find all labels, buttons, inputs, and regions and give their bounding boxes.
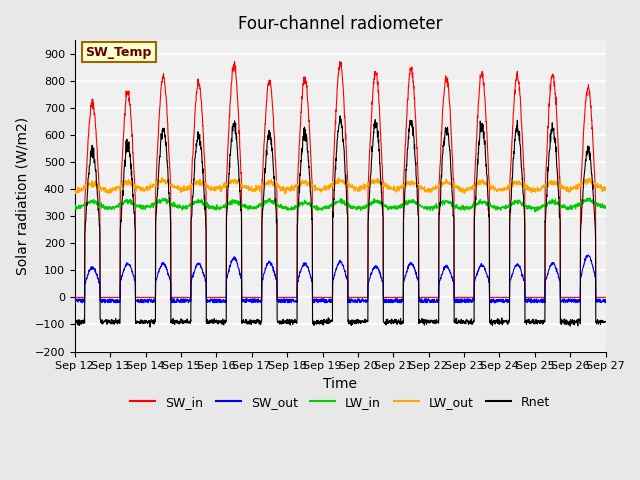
Y-axis label: Solar radiation (W/m2): Solar radiation (W/m2) <box>15 117 29 275</box>
X-axis label: Time: Time <box>323 377 357 391</box>
Legend: SW_in, SW_out, LW_in, LW_out, Rnet: SW_in, SW_out, LW_in, LW_out, Rnet <box>125 391 556 414</box>
Title: Four-channel radiometer: Four-channel radiometer <box>238 15 442 33</box>
Text: SW_Temp: SW_Temp <box>85 46 152 59</box>
